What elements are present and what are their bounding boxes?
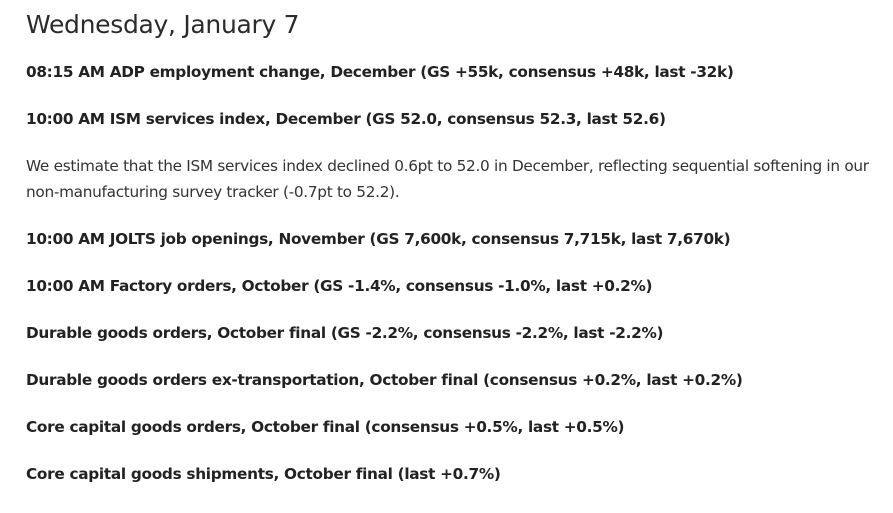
item-text: 08:15 AM ADP employment change, December…: [26, 63, 734, 81]
page: Wednesday, January 7 08:15 AM ADP employ…: [26, 10, 873, 487]
item-text: 10:00 AM JOLTS job openings, November (G…: [26, 230, 731, 248]
item-text: Core capital goods shipments, October fi…: [26, 465, 501, 483]
item-text: Durable goods orders ex-transportation, …: [26, 371, 743, 389]
heading: Wednesday, January 7: [26, 10, 300, 39]
item-text: Durable goods orders, October final (GS …: [26, 324, 664, 342]
item-text: 10:00 AM ISM services index, December (G…: [26, 110, 666, 128]
item-text: 10:00 AM Factory orders, October (GS -1.…: [26, 277, 653, 295]
item-list: 08:15 AM ADP employment change, December…: [26, 59, 873, 487]
item-text: We estimate that the ISM services index …: [26, 157, 869, 201]
item-text: Core capital goods orders, October final…: [26, 418, 625, 436]
